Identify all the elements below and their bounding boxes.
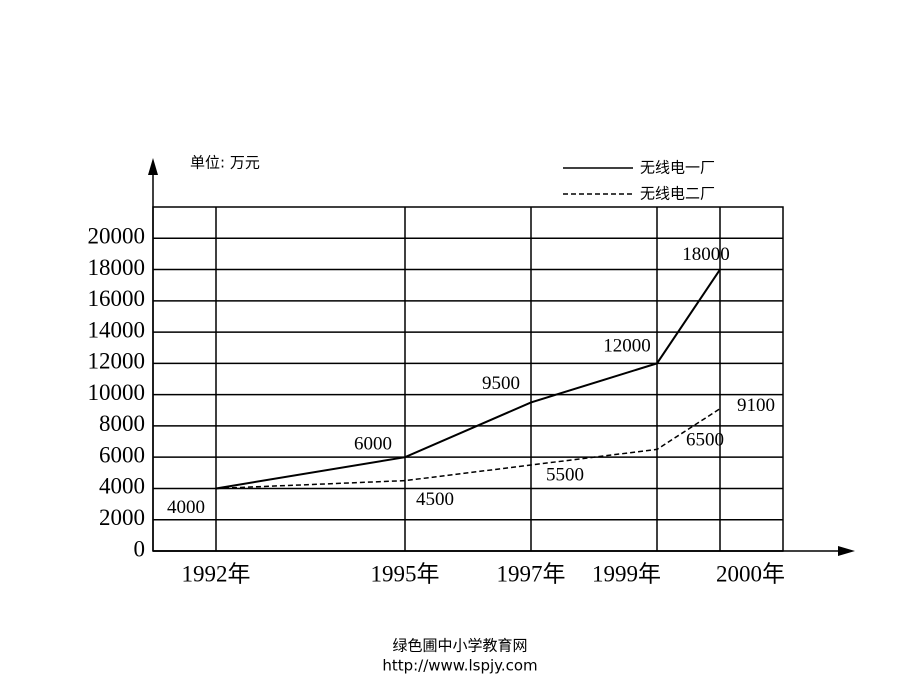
x-tick-label: 1992年 <box>182 561 251 586</box>
y-tick-label: 4000 <box>99 474 145 499</box>
data-label: 18000 <box>682 244 730 265</box>
data-label: 5500 <box>546 464 584 485</box>
x-axis-arrow <box>838 546 855 556</box>
x-tick-label: 2000年 <box>716 561 785 586</box>
y-tick-label: 16000 <box>88 286 146 311</box>
footer-url: http://www.lspjy.com <box>382 657 537 675</box>
footer-site: 绿色圃中小学教育网 <box>392 637 527 655</box>
y-axis-arrow <box>148 158 158 175</box>
x-tick-label: 1997年 <box>497 561 566 586</box>
data-label: 9100 <box>737 395 775 416</box>
data-label: 6500 <box>686 430 724 451</box>
data-label: 12000 <box>603 336 651 357</box>
y-tick-label: 6000 <box>99 442 145 467</box>
data-label: 4000 <box>167 497 205 518</box>
y-tick-label: 8000 <box>99 411 145 436</box>
y-tick-label: 0 <box>134 536 146 561</box>
x-tick-label: 1999年 <box>592 561 661 586</box>
data-label: 9500 <box>482 373 520 394</box>
y-tick-label: 20000 <box>88 224 146 249</box>
y-tick-label: 14000 <box>88 317 146 342</box>
y-tick-label: 10000 <box>88 380 146 405</box>
y-tick-label: 2000 <box>99 505 145 530</box>
x-tick-label: 1995年 <box>371 561 440 586</box>
y-unit: 单位: 万元 <box>190 154 260 172</box>
legend-label: 无线电二厂 <box>640 185 715 203</box>
series-line <box>215 268 721 490</box>
data-label: 6000 <box>354 434 392 455</box>
legend-label: 无线电一厂 <box>640 159 715 177</box>
series-line <box>215 408 721 490</box>
y-tick-label: 18000 <box>88 255 146 280</box>
y-tick-label: 12000 <box>88 349 146 374</box>
data-label: 4500 <box>416 489 454 510</box>
